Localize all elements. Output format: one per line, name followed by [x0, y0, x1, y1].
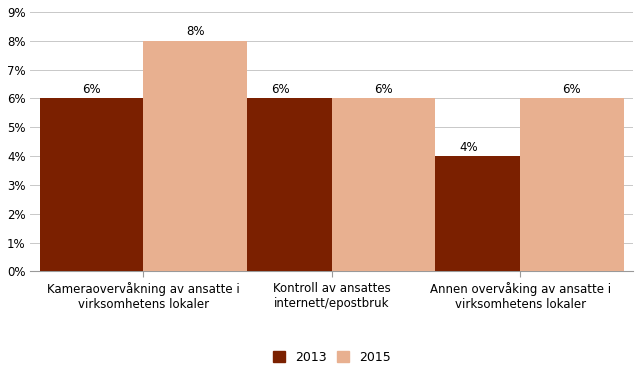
Bar: [417, 156, 520, 271]
Bar: [332, 98, 435, 271]
Legend: 2013, 2015: 2013, 2015: [273, 351, 391, 364]
Bar: [40, 98, 143, 271]
Text: 4%: 4%: [459, 141, 477, 154]
Bar: [228, 98, 332, 271]
Bar: [520, 98, 623, 271]
Text: 6%: 6%: [271, 83, 289, 96]
Text: 6%: 6%: [374, 83, 393, 96]
Text: 8%: 8%: [186, 26, 204, 38]
Text: 6%: 6%: [563, 83, 581, 96]
Bar: [143, 41, 247, 271]
Text: 6%: 6%: [83, 83, 101, 96]
